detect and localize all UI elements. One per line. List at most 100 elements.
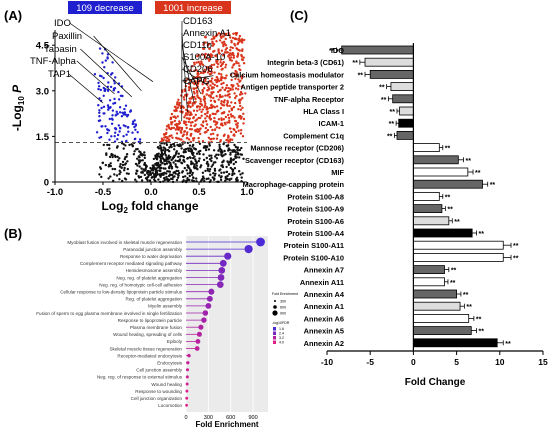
volcano-point [221,164,224,167]
significance-mark: ** [475,170,481,177]
volcano-point [231,66,234,69]
volcano-point [148,179,152,182]
volcano-point [114,114,117,117]
volcano-point [169,117,172,121]
legend-size-title: Fold Enrichment [272,292,298,296]
volcano-point [238,98,241,101]
volcano-point [230,101,233,104]
volcano-point [239,132,243,135]
volcano-point [200,53,204,56]
volcano-point [111,118,114,121]
volcano-point [113,87,117,90]
volcano-point [180,147,183,150]
enrichment-category-label: Hemidesmosome assembly [126,268,183,273]
volcano-point [219,178,223,182]
volcano-point [104,125,107,128]
volcano-point [200,178,204,181]
volcano-point [214,112,217,116]
volcano-point [220,148,223,152]
legend-size-dot [272,310,278,316]
volcano-point [224,33,227,36]
volcano-point [222,104,226,107]
legend-color-swatch [273,340,276,344]
protein-label-decrease: Paxillin [52,31,82,42]
volcano-point [187,88,191,92]
volcano-point [208,170,211,173]
volcano-point [206,110,209,113]
volcano-point [208,73,212,76]
volcano-point [229,88,232,92]
volcano-point [180,126,184,130]
volcano-point [188,128,192,131]
fold-change-bar [413,252,504,262]
volcano-point [206,167,209,170]
volcano-point [220,100,223,103]
volcano-point [138,138,142,141]
volcano-point [229,161,232,164]
volcano-point [173,119,177,123]
volcano-point [151,171,154,175]
fold-change-bar [392,94,414,104]
fold-change-bar [413,240,504,250]
volcano-point [240,85,243,88]
volcano-point [167,174,171,178]
fold-change-category-label: Annexin A4 [304,290,345,299]
volcano-point [113,167,117,171]
significance-mark: ** [490,182,496,189]
volcano-point [222,134,226,138]
volcano-point [165,125,169,128]
volcano-point [222,171,226,174]
volcano-point [108,143,111,147]
fold-change-bars: ****************************************… [329,45,519,348]
volcano-point [229,151,232,154]
lollipop-grid [185,236,254,412]
volcano-point [126,167,129,171]
volcano-point [191,65,194,68]
volcano-point [97,119,101,123]
volcano-point [177,137,180,140]
lollipop-dot [185,368,190,372]
volcano-point [195,106,199,109]
volcano-point [207,164,210,168]
volcano-point [106,104,110,107]
protein-label-decrease: TNF-Alpha [30,56,77,67]
volcano-point [219,123,223,126]
volcano-point [123,166,126,170]
volcano-point [215,126,219,129]
volcano-point [110,153,113,157]
legend-color-label: 3.2 [279,336,284,340]
volcano-point [174,172,177,175]
volcano-point [208,154,211,157]
volcano-point [229,153,232,156]
volcano-point [187,138,191,141]
volcano-point [176,101,179,104]
lollipop-dot [256,237,265,247]
volcano-point [176,106,180,109]
volcano-point [178,171,181,175]
volcano-point [215,76,219,79]
volcano-point [215,105,219,108]
volcano-point [114,76,117,79]
volcano-point [210,154,213,157]
lollipop-dot [201,317,207,323]
volcano-point [119,171,122,174]
protein-label-decrease: TAP1 [48,69,71,80]
volcano-point [101,61,104,64]
enrichment-category-label: Locomotion [158,403,182,408]
volcano-point [215,55,218,58]
enrichment-category-label: Cell junction assembly [136,368,182,373]
volcano-point [106,88,110,92]
volcano-point [229,46,232,49]
volcano-point [115,174,119,177]
volcano-point [230,130,233,134]
volcano-point [209,95,212,99]
volcano-point [238,40,241,43]
volcano-point [232,158,236,161]
volcano-point [194,147,197,151]
lollipop-dot [219,259,227,267]
volcano-point [205,156,208,160]
volcano-point [167,126,171,129]
volcano-point [123,111,126,114]
volcano-point [132,153,136,156]
volcano-point [225,144,228,147]
